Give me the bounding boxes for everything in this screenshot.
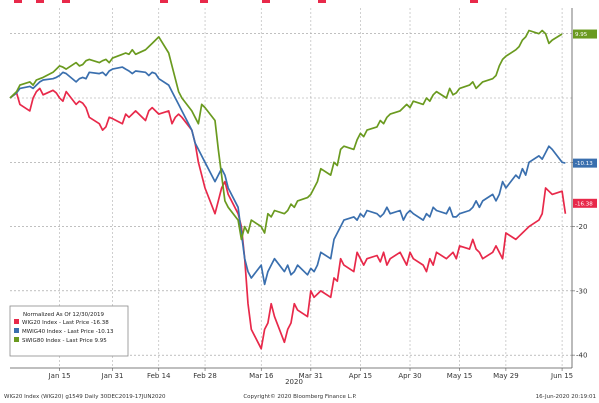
x-tick-label: Apr 30 (398, 372, 421, 380)
legend-swatch (14, 337, 19, 342)
legend-title: Normalized As Of 12/30/2019 (23, 312, 105, 318)
legend-entry: MWIG40 Index - Last Price -10.13 (22, 329, 114, 335)
x-tick-label: Apr 15 (349, 372, 372, 380)
x-tick-label: Mar 16 (249, 372, 274, 380)
end-label-box (573, 158, 597, 168)
series-lines (9, 29, 567, 350)
x-tick-label: May 29 (493, 372, 519, 380)
footer-left: WIG20 Index (WIG20) g1549 Daily 30DEC201… (4, 394, 166, 400)
end-label-text: -10.13 (575, 161, 593, 167)
y-tick-label: -30 (576, 287, 587, 295)
legend-swatch (14, 319, 19, 324)
legend-box (9, 305, 129, 357)
x-axis-label: 2020 (285, 378, 303, 386)
x-tick-label: Jun 15 (550, 372, 573, 380)
x-tick-label: Mar 31 (299, 372, 323, 380)
end-label-text: -16.38 (575, 201, 593, 207)
y-tick-label: -20 (576, 223, 587, 231)
y-tick-label: -40 (576, 352, 587, 360)
end-label-box (573, 29, 597, 39)
footer: WIG20 Index (WIG20) g1549 Daily 30DEC201… (4, 393, 596, 400)
footer-right: 16-Jun-2020 20:19:01 (536, 394, 596, 400)
legend-entry: WIG20 Index - Last Price -16.38 (22, 320, 109, 326)
series-line-1 (9, 66, 566, 286)
series-line-0 (9, 87, 567, 350)
x-tick-label: Jan 15 (48, 372, 71, 380)
end-labels: -16.38 -10.13 9.95 (573, 29, 597, 208)
x-tick-label: Jan 31 (101, 372, 124, 380)
end-label-text: 9.95 (575, 32, 588, 38)
x-tick-label: May 15 (447, 372, 473, 380)
x-tick-label: Feb 28 (193, 372, 217, 380)
legend-entry: SWIG80 Index - Last Price 9.95 (22, 338, 107, 344)
x-tick-label: Feb 14 (147, 372, 171, 380)
top-cropped-decoration (14, 0, 478, 3)
end-label-box (573, 198, 597, 208)
x-axis: Jan 15 Jan 31 Feb 14 Feb 28 Mar 16 Mar 31 Apr … (48, 368, 573, 380)
legend: Normalized As Of 12/30/2019 WIG20 Index … (9, 305, 129, 357)
footer-center: Copyright© 2020 Bloomberg Finance L.P. (243, 393, 357, 400)
legend-swatch (14, 328, 19, 333)
series-line-2 (9, 29, 563, 241)
